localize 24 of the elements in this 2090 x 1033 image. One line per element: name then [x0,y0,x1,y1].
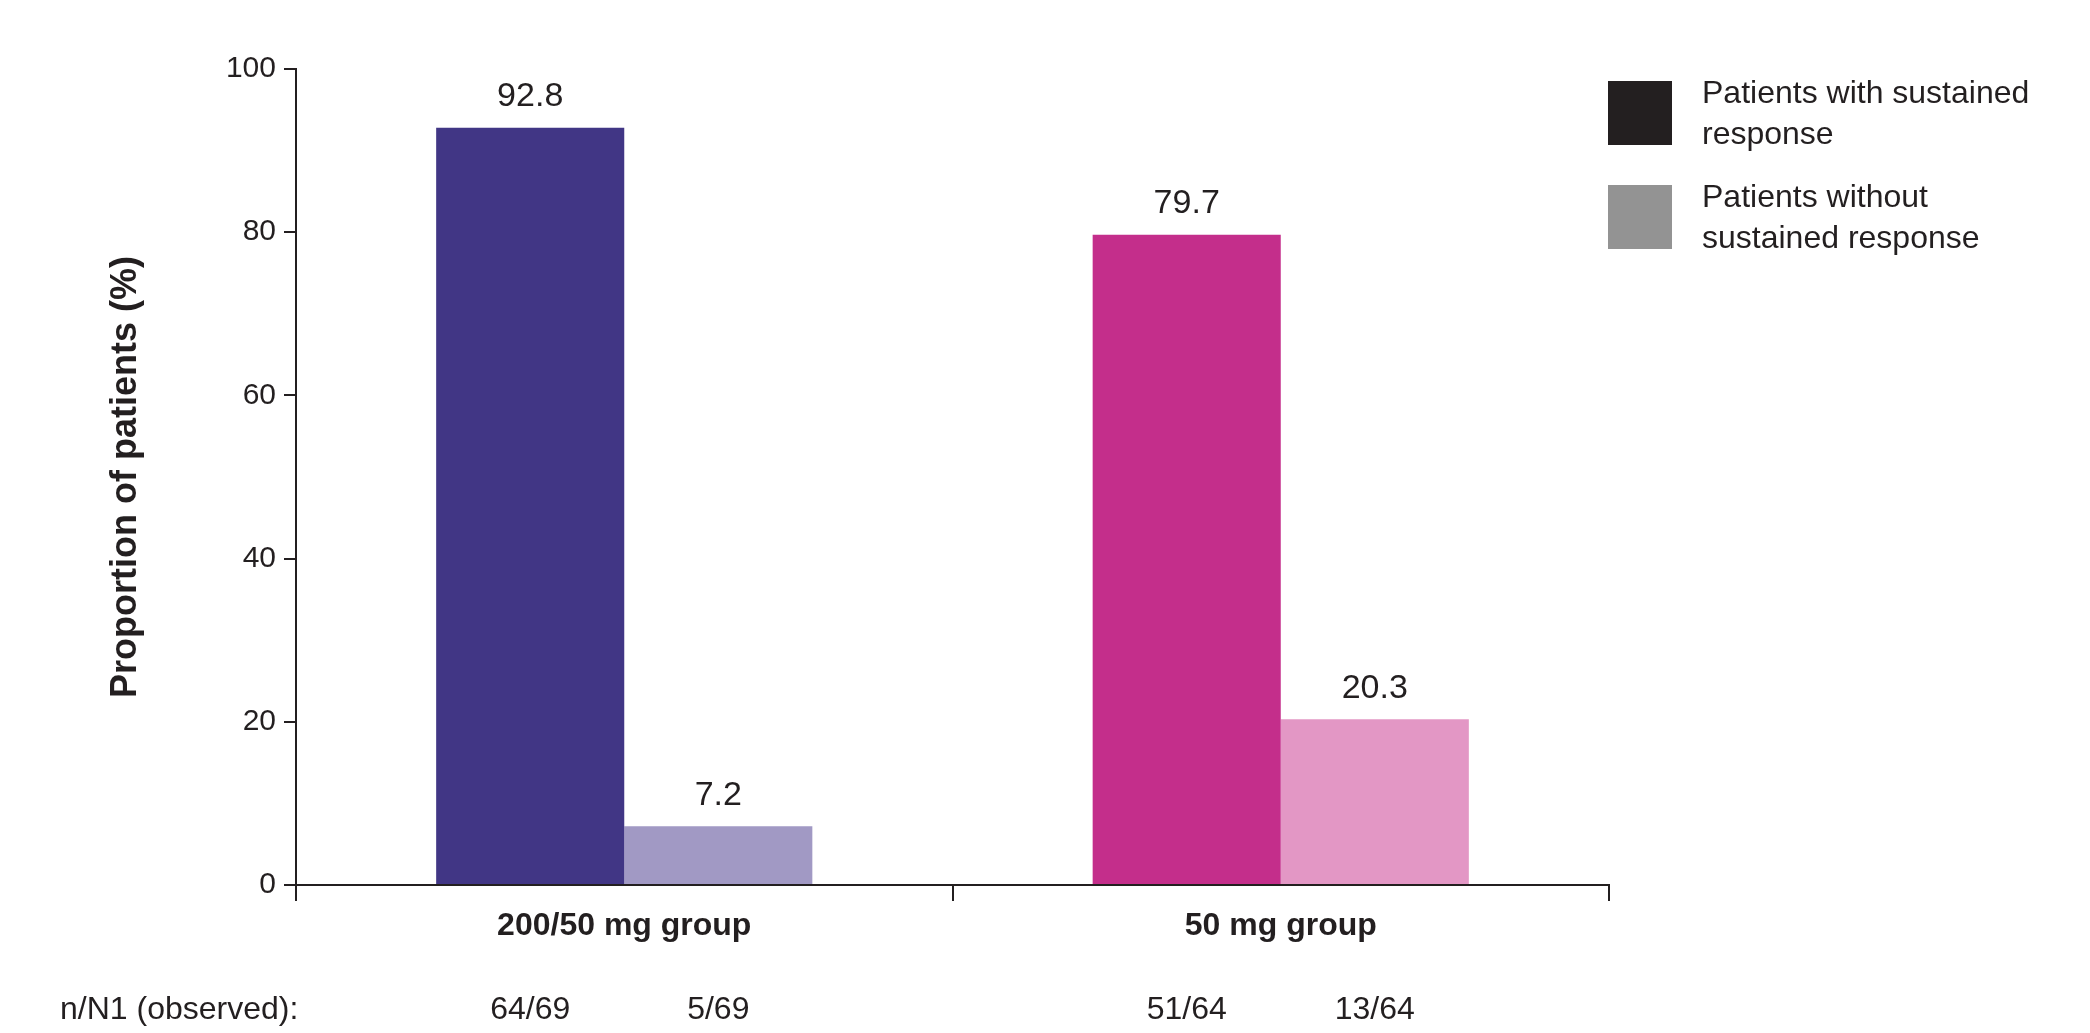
bar [436,127,625,884]
bar [1092,234,1281,884]
text: n/N1 (observed): [60,989,299,1026]
text: 64/69 [490,989,571,1026]
text: Patients without sustained response [1702,177,1981,257]
data-label: 20.3 [1341,666,1408,705]
y-tick-label: 100 [225,50,276,84]
data-label: 7.2 [694,773,742,812]
y-tick-label: 20 [242,703,276,737]
bar [1280,719,1469,884]
text: 5/69 [687,989,750,1026]
data-label: 79.7 [1153,182,1220,221]
data-label: 92.8 [497,75,564,114]
x-tick-label: 50 mg group [1184,906,1377,943]
y-tick-label: 0 [259,866,276,900]
y-tick-label: 80 [242,213,276,247]
bar [624,826,813,884]
text: Patients with sustained response [1702,73,2031,153]
text: 13/64 [1334,989,1415,1026]
y-tick-label: 60 [242,376,276,410]
y-axis-title: Proportion of patients (%) [102,256,144,698]
y-tick-label: 40 [242,539,276,573]
text: 51/64 [1146,989,1227,1026]
x-tick-label: 200/50 mg group [497,906,752,943]
